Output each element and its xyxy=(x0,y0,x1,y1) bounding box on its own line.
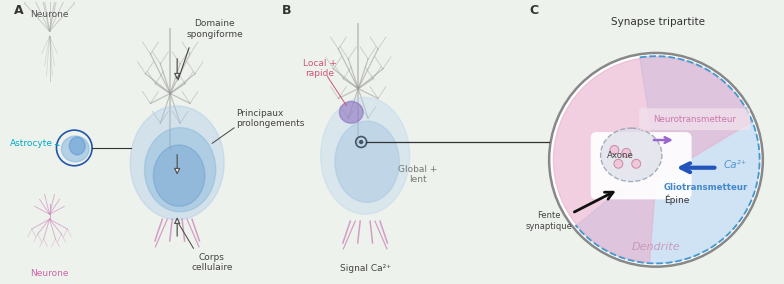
Text: Local +
rapide: Local + rapide xyxy=(303,59,336,78)
Ellipse shape xyxy=(601,128,662,181)
Text: Principaux
prolongements: Principaux prolongements xyxy=(237,108,305,128)
Text: Neurone: Neurone xyxy=(31,10,69,19)
Circle shape xyxy=(622,149,631,157)
Text: Synapse tripartite: Synapse tripartite xyxy=(611,17,705,27)
Text: Fente
synaptique: Fente synaptique xyxy=(526,211,572,231)
Text: Astrocyte: Astrocyte xyxy=(9,139,53,149)
Ellipse shape xyxy=(69,137,85,155)
FancyArrowPatch shape xyxy=(654,137,670,143)
Text: A: A xyxy=(14,4,24,17)
Circle shape xyxy=(610,145,619,154)
Ellipse shape xyxy=(144,128,216,212)
FancyBboxPatch shape xyxy=(590,132,691,199)
Polygon shape xyxy=(576,56,760,264)
Text: Gliotransmetteur: Gliotransmetteur xyxy=(664,183,748,192)
Circle shape xyxy=(549,53,763,267)
Text: Corps
cellulaire: Corps cellulaire xyxy=(191,253,233,272)
Text: Global +
lent: Global + lent xyxy=(397,165,437,184)
Ellipse shape xyxy=(321,97,410,214)
Text: Dendrite: Dendrite xyxy=(632,242,681,252)
Polygon shape xyxy=(554,57,751,262)
Ellipse shape xyxy=(335,121,399,202)
Circle shape xyxy=(632,159,641,168)
Circle shape xyxy=(614,159,622,168)
FancyArrowPatch shape xyxy=(681,163,714,172)
Ellipse shape xyxy=(61,136,89,162)
Text: Épine: Épine xyxy=(664,194,689,205)
Text: Domaine
spongiforme: Domaine spongiforme xyxy=(187,19,243,39)
FancyBboxPatch shape xyxy=(639,108,750,130)
Text: Axone: Axone xyxy=(607,151,633,160)
Text: B: B xyxy=(282,4,292,17)
Ellipse shape xyxy=(130,106,224,220)
Circle shape xyxy=(360,141,363,143)
Text: Neurone: Neurone xyxy=(31,269,69,277)
Ellipse shape xyxy=(154,145,205,206)
Text: C: C xyxy=(529,4,539,17)
Text: Neurotransmetteur: Neurotransmetteur xyxy=(653,115,736,124)
Text: Ca²⁺: Ca²⁺ xyxy=(724,160,746,170)
Ellipse shape xyxy=(339,101,363,123)
Text: Signal Ca²⁺: Signal Ca²⁺ xyxy=(339,264,390,273)
